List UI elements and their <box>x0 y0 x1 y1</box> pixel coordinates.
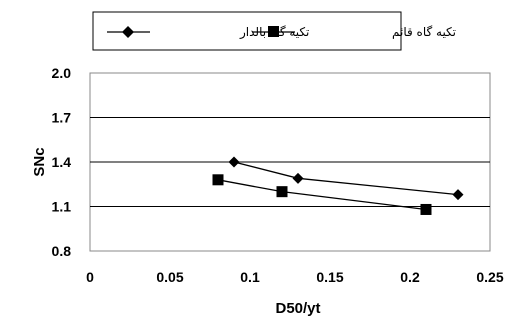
series-line-diamond <box>233 161 459 196</box>
y-tick-label: 1.1 <box>52 199 72 215</box>
x-tick-label: 0 <box>86 269 94 285</box>
legend-marker-square <box>268 26 279 37</box>
x-tick-label: 0.1 <box>240 269 260 285</box>
data-point-diamond <box>228 156 240 168</box>
x-tick-label: 0.25 <box>476 269 503 285</box>
legend-entry-square: تکیه گاه قائم <box>252 25 456 39</box>
data-point-square <box>420 203 432 215</box>
data-points <box>212 156 464 215</box>
x-tick-label: 0.15 <box>316 269 343 285</box>
y-tick-label: 2.0 <box>52 65 72 81</box>
legend-marker-diamond <box>122 26 134 38</box>
data-point-diamond <box>452 189 464 201</box>
data-point-square <box>212 174 224 186</box>
y-tick-label: 1.7 <box>52 110 72 126</box>
legend-box <box>92 11 402 51</box>
x-tick-label: 0.2 <box>400 269 420 285</box>
series-line-square <box>217 179 427 211</box>
x-axis-label: D50/yt <box>275 300 320 317</box>
y-tick-label: 1.4 <box>52 154 72 170</box>
x-tick-label: 0.05 <box>156 269 183 285</box>
y-tick-labels: 0.8 1.1 1.4 1.7 2.0 <box>52 65 72 259</box>
y-axis-label: SNc <box>31 147 48 176</box>
data-point-square <box>276 186 288 198</box>
x-tick-labels: 0 0.05 0.1 0.15 0.2 0.25 <box>86 269 504 285</box>
y-tick-label: 0.8 <box>52 243 72 259</box>
legend: تکیه گاه بالدار تکیه گاه قائم <box>92 11 456 51</box>
data-point-diamond <box>292 172 304 184</box>
series-lines <box>217 161 459 211</box>
legend-label-square: تکیه گاه قائم <box>392 25 456 39</box>
